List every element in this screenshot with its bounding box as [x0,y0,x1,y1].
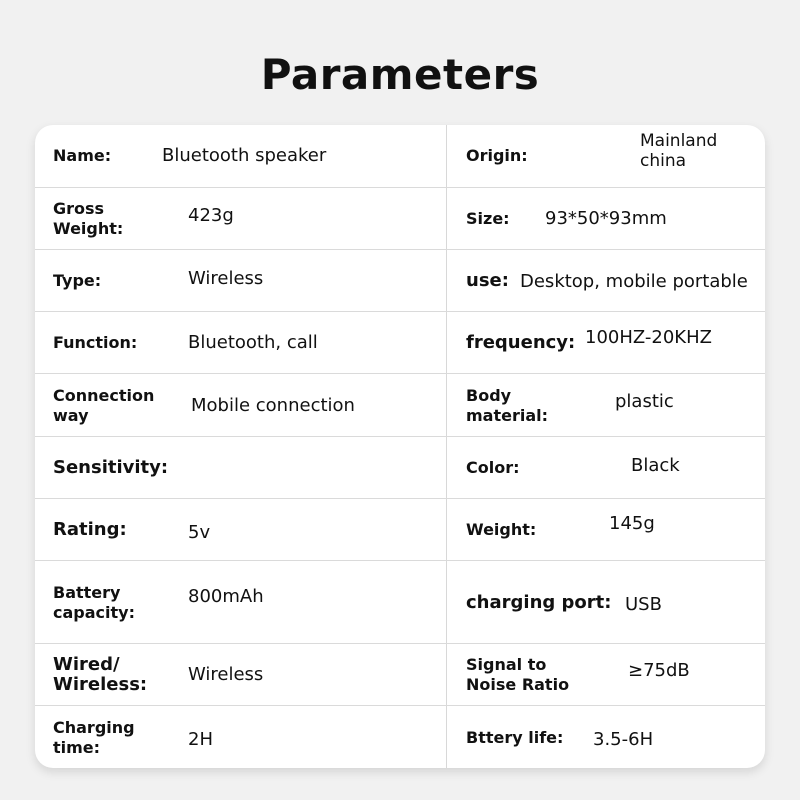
table-row: Connection way Mobile connection Body mate… [35,373,765,437]
param-value: 2H [188,728,213,750]
column-divider [446,125,447,768]
table-row: Battery capacity: 800mAh charging port: USB [35,560,765,644]
param-value: Mobile connection [191,394,355,416]
param-value: 5v [188,522,211,543]
param-label: Weight: [466,520,537,539]
param-value: Wireless [188,268,264,289]
param-value: 93*50*93mm [545,208,667,229]
param-label: charging port: [466,591,612,613]
parameters-table: Name: Bluetooth speaker Origin: Mainland ch… [35,125,765,768]
param-value: Bluetooth, call [188,332,318,353]
table-row: Function: Bluetooth, call frequency: 100HZ-… [35,311,765,374]
param-label: Rating: [53,519,127,540]
param-label: Body material: [466,385,549,425]
param-label: use: [466,270,509,291]
table-row: Name: Bluetooth speaker Origin: Mainland ch… [35,125,765,187]
param-value: 145g [609,513,655,534]
param-label: Function: [53,333,138,352]
param-value: Desktop, mobile portable [520,271,748,292]
param-value: Bluetooth speaker [162,145,327,166]
param-label: Battery capacity: [53,582,135,622]
param-value: 800mAh [188,585,264,607]
param-label: Charging time: [53,717,135,757]
param-value: 3.5-6H [593,728,654,750]
param-value: Black [631,455,680,476]
param-label: Gross Weight: [53,199,124,238]
param-label: Bttery life: [466,727,564,747]
param-label: Connection way [53,385,155,425]
table-row: Type: Wireless use: Desktop, mobile portabl… [35,249,765,312]
param-label: Wired/ Wireless: [53,654,148,695]
table-row: Charging time: 2H Bttery life: 3.5-6H [35,705,765,768]
param-label: Name: [53,146,112,165]
param-label: Size: [466,209,510,228]
param-value: Mainland china [640,131,718,171]
table-row: Wired/ Wireless: Wireless Signal to Noise … [35,643,765,706]
param-value: plastic [615,390,674,412]
table-row: Gross Weight: 423g Size: 93*50*93mm [35,187,765,250]
param-label: Signal to Noise Ratio [466,655,570,694]
param-label: Origin: [466,146,528,165]
param-label: frequency: [466,332,576,353]
param-label: Type: [53,271,102,290]
param-label: Sensitivity: [53,457,169,478]
param-value: USB [625,593,662,615]
param-value: 100HZ-20KHZ [585,327,712,348]
page-title: Parameters [260,50,540,99]
param-value: ≥75dB [628,660,690,681]
param-value: 423g [188,205,234,226]
table-row: Rating: 5v Weight: 145g [35,498,765,561]
table-row: Sensitivity: Color: Black [35,436,765,499]
param-value: Wireless [188,664,264,685]
param-label: Color: [466,458,520,477]
